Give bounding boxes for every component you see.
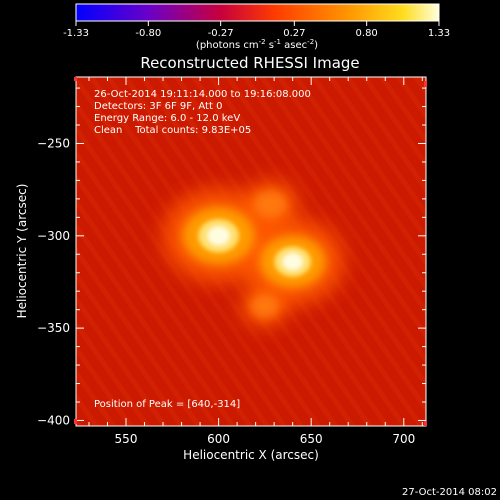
y-tick-label: −400	[37, 413, 70, 427]
colorbar-tick-label: -1.33	[63, 28, 89, 39]
x-axis-label: Heliocentric X (arcsec)	[183, 448, 319, 462]
edge-mark	[74, 77, 77, 81]
x-tick-label: 600	[207, 432, 230, 446]
source-mid	[253, 190, 288, 219]
colorbar-tick-label: -0.80	[135, 28, 161, 39]
colorbar-tick-label: 0.80	[356, 28, 378, 39]
colorbar-tick-label: 0.27	[283, 28, 305, 39]
info-line-time: 26-Oct-2014 19:11:14.000 to 19:16:08.000	[94, 89, 311, 100]
x-tick-label: 700	[392, 432, 415, 446]
plot-frame	[75, 76, 427, 427]
info-annotations: 26-Oct-2014 19:11:14.000 to 19:16:08.000…	[94, 89, 311, 410]
x-tick-label: 550	[115, 432, 138, 446]
source-core-layer	[198, 219, 312, 277]
colorbar-units: (photons cm-2 s-1 asec-2)	[196, 38, 318, 51]
chart-title: Reconstructed RHESSI Image	[140, 54, 359, 72]
y-tick-label: −250	[37, 136, 70, 150]
y-tick-label: −350	[37, 321, 70, 335]
edge-mark	[424, 421, 427, 426]
y-tick-label: −300	[37, 229, 70, 243]
info-line-clean: Clean Total counts: 9.83E+05	[94, 125, 251, 136]
edge-mark	[74, 419, 77, 424]
colorbar: -1.33 -0.80 -0.27 0.27 0.80 1.33 (photons cm-…	[63, 3, 450, 51]
heatmap-image	[76, 77, 426, 426]
colorbar-ticks: -1.33 -0.80 -0.27 0.27 0.80 1.33	[63, 21, 450, 39]
peak-position-label: Position of Peak = [640,-314]	[94, 399, 240, 410]
x-axis-ticks: 550 600 650 700	[88, 77, 423, 446]
colorbar-tick-label: 1.33	[428, 28, 450, 39]
edge-mark	[424, 81, 427, 87]
colorbar-tick-label: -0.27	[208, 28, 234, 39]
info-line-detectors: Detectors: 3F 6F 9F, Att 0	[94, 101, 222, 112]
source-peak	[282, 253, 303, 271]
y-axis-ticks: −250 −300 −350 −400	[37, 87, 426, 427]
colorbar-gradient	[75, 3, 440, 22]
source-peak	[207, 226, 230, 246]
info-line-energy: Energy Range: 6.0 - 12.0 keV	[94, 113, 240, 124]
y-axis-label: Heliocentric Y (arcsec)	[15, 184, 29, 319]
x-tick-label: 650	[300, 432, 323, 446]
timestamp: 27-Oct-2014 08:02	[402, 487, 497, 498]
source-mid	[250, 294, 280, 318]
edge-marks	[74, 77, 427, 426]
